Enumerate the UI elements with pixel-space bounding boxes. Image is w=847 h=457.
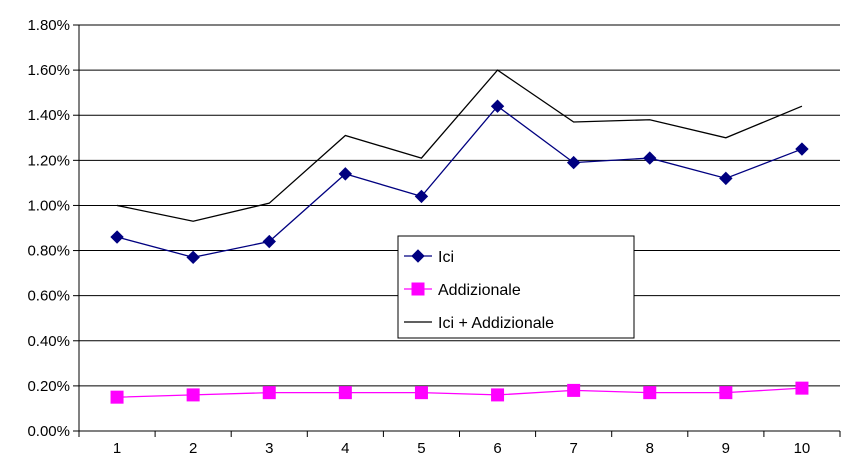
data-point [643,386,657,400]
x-tick-label: 6 [493,440,501,457]
legend-label: Ici + Addizionale [438,315,554,332]
axes [78,25,840,432]
legend: Ici Addizionale Ici + Addizionale [397,235,635,339]
series-3 [116,69,803,222]
series-2 [110,381,809,404]
x-tick-label: 7 [569,440,577,457]
legend-marker [411,282,425,296]
data-point [338,386,352,400]
data-point [719,386,733,400]
series-line [116,69,803,222]
data-point [566,155,581,170]
x-tick-label: 4 [341,440,349,457]
legend-item: Ici + Addizionale [404,315,554,332]
data-point [110,230,124,244]
legend-item: Addizionale [404,282,521,299]
y-tick-label: 0.20% [27,378,70,395]
legend-box [397,235,635,339]
x-axis-ticks: 1 2 3 4 5 6 7 8 9 10 [78,431,841,457]
x-tick-label: 3 [265,440,273,457]
y-tick-label: 1.40% [27,107,70,124]
x-tick-label: 2 [189,440,197,457]
y-tick-label: 1.20% [27,152,70,169]
legend-label: Ici [438,249,454,266]
data-point [491,388,505,402]
series-1 [110,99,809,265]
y-tick-label: 1.00% [27,197,70,214]
y-tick-label: 1.60% [27,62,70,79]
data-point [643,151,657,165]
y-tick-label: 0.00% [27,423,70,440]
x-tick-label: 1 [113,440,121,457]
x-tick-label: 8 [646,440,654,457]
data-point [262,386,276,400]
y-tick-label: 0.40% [27,333,70,350]
data-point [262,234,276,249]
x-tick-label: 9 [722,440,730,457]
data-point [186,250,200,265]
data-point [414,386,428,400]
legend-marker [411,249,425,263]
data-point [186,388,200,402]
legend-label: Addizionale [438,282,521,299]
data-point [490,99,505,113]
y-tick-label: 0.80% [27,243,70,260]
data-point [719,171,733,186]
y-axis-ticks: 0.00% 0.20% 0.40% 0.60% 0.80% 1.00% 1.20% 1.40%… [27,17,79,440]
gridlines [79,24,840,387]
data-point [110,390,124,404]
data-point [414,189,429,204]
x-tick-label: 10 [794,440,811,457]
data-point [795,142,809,156]
legend-item: Ici [404,249,454,266]
y-tick-label: 1.80% [27,17,70,34]
y-tick-label: 0.60% [27,288,70,305]
series-line [117,387,802,398]
series-group [110,69,809,404]
data-point [338,167,353,181]
x-tick-label: 5 [417,440,425,457]
data-point [567,383,581,397]
data-point [795,381,809,395]
series-line [116,105,803,258]
